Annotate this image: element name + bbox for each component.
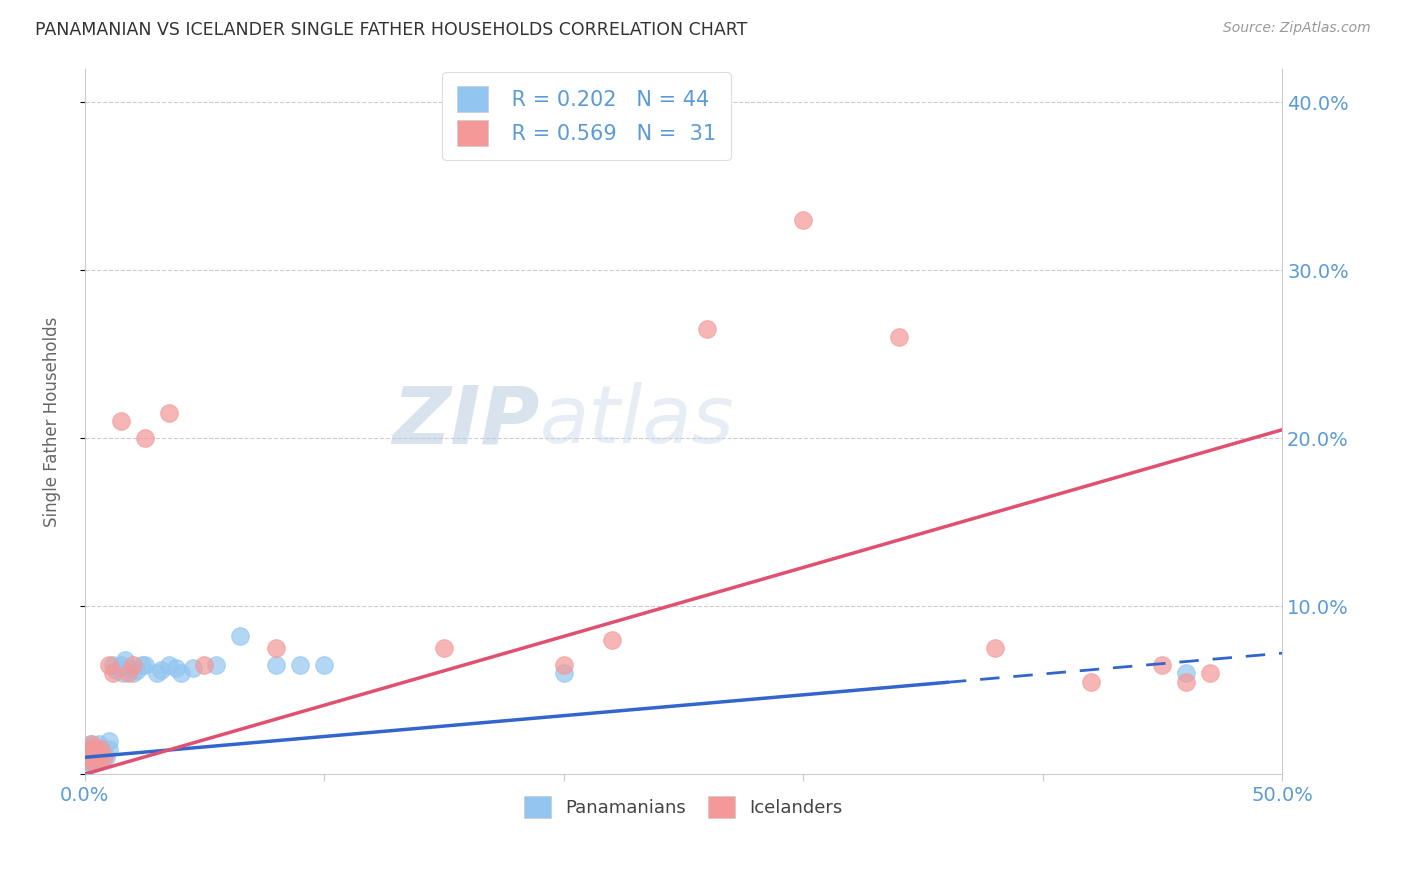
Legend: Panamanians, Icelanders: Panamanians, Icelanders (517, 789, 851, 825)
Point (83, 754, 105, 768)
Point (86, 743, 108, 757)
Text: atlas: atlas (540, 383, 734, 460)
Point (1175, 666, 1198, 681)
Point (83, 742, 105, 756)
Point (1152, 657, 1174, 672)
Point (86, 745, 108, 759)
Point (93, 747, 115, 761)
Point (1199, 666, 1222, 681)
Point (696, 322, 718, 336)
Point (87, 737, 110, 751)
Point (553, 666, 575, 681)
Point (86, 756, 108, 770)
Point (266, 657, 288, 672)
Point (157, 406, 180, 420)
Point (193, 657, 215, 672)
Point (104, 663, 127, 677)
Point (134, 431, 156, 445)
Point (117, 666, 139, 681)
Point (110, 414, 132, 428)
Point (79, 747, 101, 761)
Point (600, 632, 623, 647)
Point (121, 666, 143, 681)
Point (433, 641, 456, 656)
Point (79, 754, 101, 768)
Text: PANAMANIAN VS ICELANDER SINGLE FATHER HOUSEHOLDS CORRELATION CHART: PANAMANIAN VS ICELANDER SINGLE FATHER HO… (35, 21, 748, 38)
Point (80, 757, 103, 772)
Point (80, 740, 103, 755)
Point (266, 641, 288, 656)
Point (112, 666, 135, 681)
Point (290, 657, 312, 672)
Point (76, 750, 98, 764)
Point (114, 653, 136, 667)
Point (157, 657, 180, 672)
Y-axis label: Single Father Households: Single Father Households (44, 316, 60, 526)
Point (314, 657, 336, 672)
Point (131, 657, 153, 672)
Point (76, 743, 98, 757)
Point (165, 661, 187, 675)
Point (553, 657, 575, 672)
Point (169, 666, 191, 681)
Point (103, 657, 125, 672)
Point (80, 737, 103, 751)
Point (792, 212, 814, 227)
Point (79, 737, 101, 751)
Point (83, 747, 105, 761)
Point (80, 747, 103, 761)
Point (150, 663, 173, 677)
Point (229, 629, 252, 643)
Point (1175, 674, 1198, 689)
Point (76, 750, 98, 764)
Point (121, 657, 143, 672)
Point (127, 663, 149, 677)
Point (103, 666, 125, 681)
Point (205, 657, 228, 672)
Point (76, 758, 98, 772)
Point (90, 754, 112, 768)
Text: Source: ZipAtlas.com: Source: ZipAtlas.com (1223, 21, 1371, 35)
Point (87, 750, 110, 764)
Text: ZIP: ZIP (392, 383, 540, 460)
Point (79, 754, 101, 768)
Point (887, 330, 910, 344)
Point (134, 657, 156, 672)
Point (97, 657, 120, 672)
Point (181, 661, 204, 675)
Point (1080, 674, 1102, 689)
Point (117, 661, 139, 675)
Point (86, 754, 108, 768)
Point (110, 657, 132, 672)
Point (87, 750, 110, 764)
Point (76, 742, 98, 756)
Point (96, 750, 118, 764)
Point (984, 641, 1007, 656)
Point (93, 750, 115, 764)
Point (90, 743, 112, 757)
Point (145, 666, 167, 681)
Point (97, 742, 120, 756)
Point (80, 750, 103, 764)
Point (97, 733, 120, 747)
Point (90, 742, 112, 756)
